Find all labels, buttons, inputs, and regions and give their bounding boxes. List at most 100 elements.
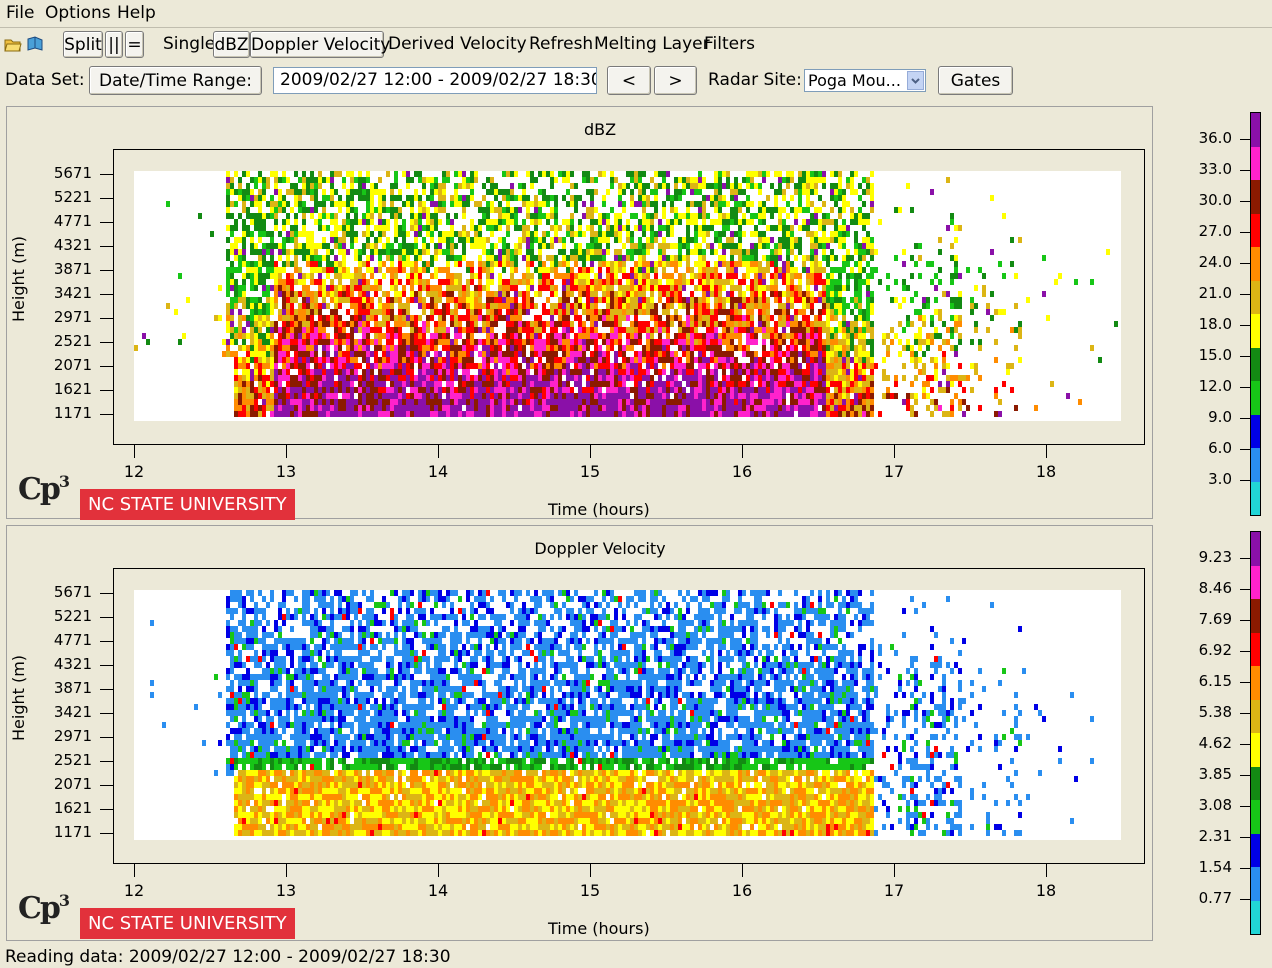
radar-gate-cell — [218, 285, 222, 291]
radar-gate-cell — [798, 369, 802, 375]
radar-gate-cell — [686, 333, 690, 339]
radar-gate-cell — [590, 255, 594, 261]
radar-gate-cell — [590, 231, 594, 237]
radar-gate-cell — [294, 315, 298, 321]
radar-gate-cell — [622, 207, 626, 213]
dbz-button[interactable]: dBZ — [213, 31, 250, 58]
side-by-side-button[interactable]: || — [105, 31, 123, 58]
radar-gate-cell — [462, 315, 466, 321]
radar-gate-cell — [510, 327, 514, 333]
radar-gate-cell — [686, 249, 690, 255]
radar-gate-cell — [290, 345, 294, 351]
radar-gate-cell — [486, 375, 490, 381]
radar-gate-cell — [338, 339, 342, 345]
menu-help[interactable]: Help — [117, 3, 156, 23]
open-folder-icon[interactable] — [4, 36, 22, 52]
radar-gate-cell — [786, 183, 790, 189]
melting-layer-button[interactable]: Melting Layer — [594, 34, 710, 54]
datetime-range-button[interactable]: Date/Time Range: — [89, 66, 262, 95]
radar-gate-cell — [514, 333, 518, 339]
radar-gate-cell — [746, 411, 750, 417]
radar-gate-cell — [566, 201, 570, 207]
radar-gate-cell — [222, 339, 226, 345]
radar-gate-cell — [706, 357, 710, 363]
previous-button[interactable]: < — [607, 66, 651, 95]
radar-gate-cell — [586, 387, 590, 393]
radar-gate-cell — [730, 309, 734, 315]
radar-gate-cell — [782, 381, 786, 387]
radar-gate-cell — [430, 297, 434, 303]
radar-gate-cell — [582, 405, 586, 411]
radar-gate-cell — [366, 363, 370, 369]
radar-gate-cell — [650, 303, 654, 309]
radar-gate-cell — [342, 225, 346, 231]
radar-gate-cell — [646, 261, 650, 267]
radar-gate-cell — [254, 375, 258, 381]
radar-gate-cell — [582, 213, 586, 219]
radar-gate-cell — [570, 279, 574, 285]
book-icon[interactable] — [26, 36, 44, 52]
radar-gate-cell — [478, 231, 482, 237]
radar-gate-cell — [758, 171, 762, 177]
next-button[interactable]: > — [654, 66, 697, 95]
radar-gate-cell — [310, 351, 314, 357]
datetime-range-field[interactable]: 2009/02/27 12:00 - 2009/02/27 18:30 — [273, 67, 597, 94]
radar-site-select[interactable]: Poga Mou... — [804, 69, 926, 92]
radar-gate-cell — [598, 345, 602, 351]
radar-gate-cell — [362, 387, 366, 393]
radar-gate-cell — [610, 399, 614, 405]
radar-gate-cell — [414, 231, 418, 237]
radar-gate-cell — [666, 219, 670, 225]
chevron-down-icon[interactable] — [907, 71, 924, 90]
radar-gate-cell — [430, 393, 434, 399]
menu-options[interactable]: Options — [45, 3, 111, 23]
radar-gate-cell — [462, 363, 466, 369]
radar-gate-cell — [262, 249, 266, 255]
radar-gate-cell — [586, 309, 590, 315]
derived-velocity-button[interactable]: Derived Velocity — [388, 34, 527, 54]
radar-gate-cell — [790, 285, 794, 291]
radar-gate-cell — [506, 195, 510, 201]
radar-gate-cell — [530, 363, 534, 369]
radar-gate-cell — [486, 177, 490, 183]
radar-gate-cell — [594, 375, 598, 381]
radar-gate-cell — [498, 279, 502, 285]
radar-gate-cell — [746, 201, 750, 207]
radar-gate-cell — [322, 297, 326, 303]
radar-gate-cell — [394, 345, 398, 351]
radar-gate-cell — [390, 207, 394, 213]
radar-gate-cell — [462, 195, 466, 201]
radar-gate-cell — [738, 327, 742, 333]
radar-gate-cell — [458, 345, 462, 351]
filters-button[interactable]: Filters — [704, 34, 755, 54]
radar-gate-cell — [250, 249, 254, 255]
split-button[interactable]: Split — [63, 31, 103, 58]
menu-file[interactable]: File — [6, 3, 35, 23]
radar-gate-cell — [366, 207, 370, 213]
radar-gate-cell — [814, 393, 818, 399]
doppler-velocity-button[interactable]: Doppler Velocity — [250, 31, 390, 58]
refresh-button[interactable]: Refresh — [529, 34, 594, 54]
radar-gate-cell — [514, 399, 518, 405]
radar-gate-cell — [502, 363, 506, 369]
radar-gate-cell — [502, 333, 506, 339]
radar-gate-cell — [698, 207, 702, 213]
radar-gate-cell — [434, 327, 438, 333]
radar-gate-cell — [570, 213, 574, 219]
radar-gate-cell — [378, 195, 382, 201]
radar-gate-cell — [618, 189, 622, 195]
gates-button[interactable]: Gates — [938, 66, 1013, 95]
radar-gate-cell — [294, 195, 298, 201]
radar-gate-cell — [430, 189, 434, 195]
radar-gate-cell — [718, 303, 722, 309]
single-button[interactable]: Single — [163, 34, 216, 54]
radar-gate-cell — [366, 333, 370, 339]
radar-gate-cell — [270, 351, 274, 357]
radar-gate-cell — [478, 273, 482, 279]
stacked-button[interactable]: = — [125, 31, 144, 58]
radar-gate-cell — [650, 363, 654, 369]
radar-gate-cell — [266, 213, 270, 219]
radar-gate-cell — [510, 387, 514, 393]
radar-gate-cell — [746, 363, 750, 369]
radar-gate-cell — [790, 303, 794, 309]
